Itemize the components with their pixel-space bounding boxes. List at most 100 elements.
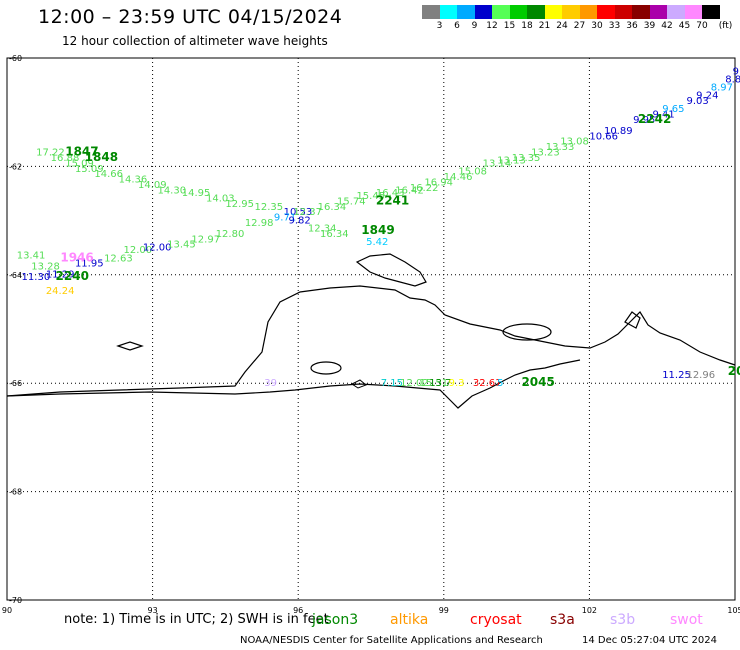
swh-observation: 8.97 <box>711 83 733 94</box>
colorbar-label: 45 <box>678 21 691 31</box>
longitude-tick-label: 102 <box>582 606 597 615</box>
colorbar-labels: 3 6 9 12 15 18 21 24 27 30 33 36 39 42 45 70 (ft) <box>422 21 740 33</box>
island-outline <box>351 379 367 389</box>
latitude-tick-label: -60 <box>9 54 22 63</box>
colorbar-swatch <box>649 5 667 19</box>
colorbar-swatch <box>492 5 510 19</box>
colorbar-label: 33 <box>608 21 621 31</box>
colorbar-swatch <box>439 5 457 19</box>
swh-observation: 9.82 <box>288 215 310 226</box>
colorbar-swatch <box>457 5 475 19</box>
island-outline <box>502 323 552 341</box>
colorbar-label: 42 <box>661 21 673 31</box>
swh-observation: 16.34 <box>318 202 347 213</box>
longitude-tick-label: 99 <box>439 606 449 615</box>
swh-observation: 13.23 <box>531 148 560 159</box>
source-credit: NOAA/NESDIS Center for Satellite Applica… <box>240 635 543 646</box>
colorbar-swatch <box>509 5 527 19</box>
swh-observation: 13.7 <box>429 378 451 389</box>
swh-observation: 11.25 <box>662 370 691 381</box>
colorbar-swatch <box>702 5 720 19</box>
longitude-tick-label: 90 <box>2 606 12 615</box>
colorbar-swatch <box>544 5 562 19</box>
swh-observation: 12.96 <box>686 370 715 381</box>
swh-observation: 11.30 <box>22 272 51 283</box>
colorbar-label: 24 <box>556 21 568 31</box>
colorbar-label: 21 <box>538 21 551 31</box>
colorbar-label: 30 <box>591 21 603 31</box>
swh-observation: 13.13 <box>497 156 526 167</box>
colorbar-swatch <box>597 5 615 19</box>
pass-time-label: 2240 <box>56 269 89 283</box>
swh-observation: 9.71 <box>274 213 296 224</box>
longitude-tick-label: 93 <box>148 606 158 615</box>
swh-observation: 13.08 <box>560 137 589 148</box>
colorbar-swatch <box>422 5 440 19</box>
colorbar-label: 3 <box>436 21 443 31</box>
colorbar-swatch <box>474 5 492 19</box>
pass-time-label: 2045 <box>521 375 554 389</box>
swh-observation: 9.95 <box>633 115 655 126</box>
swh-observation: 12.80 <box>216 229 245 240</box>
swh-observation: 12.63 <box>104 253 133 264</box>
swh-observation: 13.45 <box>167 240 196 251</box>
swh-observation: 13.33 <box>546 142 575 153</box>
legend-s3b: s3b <box>610 612 636 628</box>
island-outline <box>624 311 641 329</box>
island-outline <box>355 253 427 287</box>
swh-observation: 9.03 <box>686 96 708 107</box>
ice-shelf-edge <box>6 359 581 409</box>
colorbar-swatch <box>667 5 685 19</box>
swh-observation: 9.3 <box>449 378 465 389</box>
island-outline <box>116 341 144 351</box>
colorbar-label: 70 <box>696 21 708 31</box>
pass-time-label: 2242 <box>638 112 671 126</box>
longitude-tick-label: 96 <box>293 606 303 615</box>
swh-observation: 12.37 <box>293 207 322 218</box>
colorbar-label: 39 <box>643 21 656 31</box>
legend-swot: swot <box>670 612 703 628</box>
pass-time-label: 1847 <box>65 145 98 159</box>
latitude-tick-label: -68 <box>9 488 22 497</box>
swh-observation: 15.08 <box>458 167 487 178</box>
colorbar-label: 36 <box>626 21 638 31</box>
swh-observation: 14.66 <box>94 169 123 180</box>
swh-observation: 12.34 <box>308 223 337 234</box>
swh-observation: 14.36 <box>119 175 148 186</box>
swh-observation: 24.24 <box>46 286 75 297</box>
swh-observation: 12.95 <box>225 199 254 210</box>
colorbar-label: 18 <box>521 21 533 31</box>
colorbar-swatch <box>684 5 702 19</box>
swh-observation: 16.22 <box>410 183 439 194</box>
latitude-tick-label: -70 <box>9 596 22 605</box>
pass-time-label: 20 <box>728 364 740 378</box>
legend-jason3: jason3 <box>312 612 359 628</box>
swh-observation: 11.29 <box>46 270 75 281</box>
island-outline <box>310 361 342 375</box>
legend-cryosat: cryosat <box>470 612 522 628</box>
swh-observation: 8.88 <box>725 74 740 85</box>
swh-observation: 10.53 <box>284 207 313 218</box>
swh-observation: 7.15 <box>381 378 403 389</box>
satellite-legend: jason3 altika cryosat s3a s3b swot <box>0 612 740 628</box>
latitude-tick-label: -64 <box>9 271 22 280</box>
colorbar-label: 15 <box>503 21 516 31</box>
swh-observation: 13.35 <box>512 153 541 164</box>
swh-observation: 16.42 <box>395 186 424 197</box>
latitude-tick-label: -62 <box>9 162 22 171</box>
latitude-tick-label: -66 <box>9 379 22 388</box>
swh-observation: 12.35 <box>255 202 284 213</box>
map-title: 12:00 – 23:59 UTC 04/15/2024 <box>38 6 343 28</box>
swh-observation: 12.00 <box>143 242 172 253</box>
swh-observation: 9 <box>733 66 739 77</box>
colorbar-label: 12 <box>486 21 498 31</box>
swh-observation: 10.89 <box>604 126 633 137</box>
pass-time-label: 1848 <box>85 150 118 164</box>
longitude-tick-label: 105 <box>727 606 740 615</box>
colorbar-label: 9 <box>471 21 478 31</box>
swh-observation: 12.02 <box>400 378 429 389</box>
wave-height-colorbar <box>422 5 720 19</box>
swh-observation: 12.97 <box>191 234 220 245</box>
colorbar-label: 27 <box>573 21 586 31</box>
